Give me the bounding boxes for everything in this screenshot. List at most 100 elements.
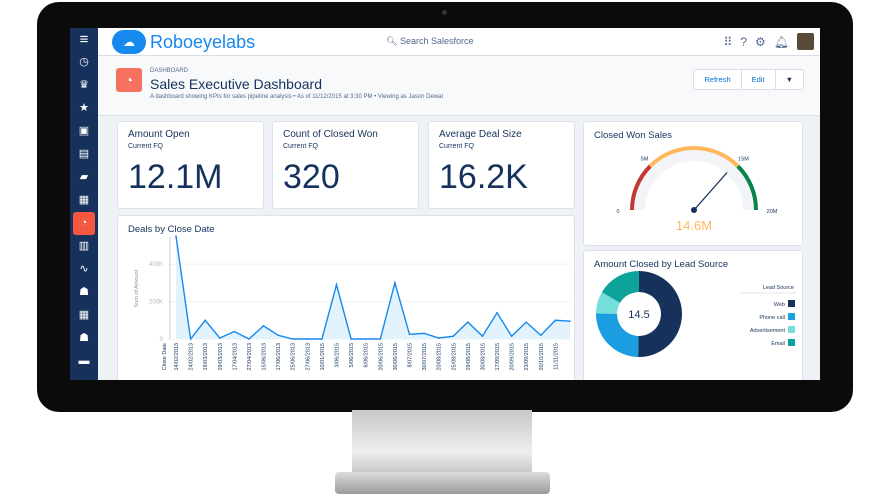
refresh-button[interactable]: Refresh	[694, 70, 742, 89]
deals-card[interactable]: Deals by Close Date 0 200K 400K Sum of Amou…	[117, 215, 575, 380]
gauge-value: 14.6M	[676, 218, 712, 233]
x-tick-label: 5/06/2015	[349, 343, 355, 367]
data-point	[350, 338, 352, 340]
data-point	[335, 283, 338, 286]
data-point	[233, 330, 236, 333]
clipboard-icon[interactable]: ▤	[78, 148, 90, 160]
y-tick-label: 200K	[149, 300, 163, 306]
gauge-tick-label: 5M	[641, 157, 649, 163]
clock-icon[interactable]: ◷	[79, 56, 89, 68]
calendar-grid-icon[interactable]: ▦	[78, 309, 90, 321]
data-point	[540, 334, 542, 337]
kpi-value: 16.2K	[439, 158, 528, 196]
monitor-stand	[352, 410, 532, 480]
data-point	[291, 338, 294, 340]
x-tick-label: 20/06/2015	[378, 343, 384, 371]
data-point	[569, 320, 571, 323]
inbox-icon[interactable]: ▣	[78, 125, 90, 137]
folder-icon[interactable]: ▰	[79, 171, 89, 183]
donut-slice	[596, 292, 621, 314]
x-tick-label: 25/06/2013	[291, 343, 297, 371]
kpi-subtitle: Current FQ	[283, 143, 319, 150]
avatar[interactable]	[797, 33, 814, 50]
kpi-subtitle: Current FQ	[128, 143, 164, 150]
kpi-subtitle: Current FQ	[439, 143, 475, 150]
x-tick-label: 8/07/2015	[407, 343, 413, 367]
chart-title: Closed Won Sales	[594, 130, 672, 141]
donut-slice	[596, 313, 639, 357]
legend-swatch	[788, 326, 795, 333]
calendar-icon[interactable]: ▦	[78, 194, 90, 206]
data-point	[423, 332, 425, 335]
page-kicker: DASHBOARD	[150, 68, 189, 74]
dashboard-icon: ◔	[116, 68, 142, 92]
legend-swatch	[788, 300, 795, 307]
data-point	[394, 282, 396, 284]
chart-title: Deals by Close Date	[128, 224, 215, 235]
donut-chart: Web Phone call Advertisement Email 14.5 Lead …	[596, 271, 796, 357]
monitor-base	[335, 472, 550, 494]
x-tick-label: 14/02/2013	[174, 343, 180, 371]
app-launcher-icon[interactable]: ⠿	[723, 34, 733, 49]
briefcase-icon[interactable]: ▬	[78, 355, 90, 367]
x-tick-label: 30/08/2015	[480, 343, 486, 371]
data-point	[452, 335, 455, 337]
y-tick-label: 400K	[149, 262, 163, 268]
x-axis-label: Close Date	[162, 343, 168, 370]
data-point	[262, 325, 265, 327]
chart-title: Amount Closed by Lead Source	[594, 259, 729, 270]
legend-label: Phone call	[759, 315, 785, 321]
area-fill	[176, 236, 570, 339]
x-tick-label: 24/02/2013	[189, 343, 195, 371]
gauge-card[interactable]: Closed Won Sales 0 5M 15M 20M 14.6M	[583, 121, 803, 246]
kpi-card-closed-won-count[interactable]: Count of Closed Won Current FQ 320	[272, 121, 419, 209]
data-point	[189, 338, 192, 340]
crown-icon[interactable]: ♛	[79, 79, 89, 91]
x-tick-label: 23/09/2015	[524, 343, 530, 371]
x-tick-label: 20/08/2015	[437, 343, 443, 371]
case-icon[interactable]: ▥	[78, 240, 90, 252]
menu-icon[interactable]: ≡	[79, 31, 89, 48]
data-point	[481, 335, 484, 337]
pulse-icon[interactable]: ∿	[79, 263, 89, 275]
page-subtitle: A dashboard showing KPIs for sales pipel…	[150, 94, 444, 100]
data-point	[175, 235, 177, 237]
bell-icon[interactable]: 🔔︎	[773, 34, 789, 49]
edit-button[interactable]: Edit	[742, 70, 776, 89]
legend-swatch	[788, 313, 795, 320]
gauge-hub	[691, 207, 697, 213]
data-point	[437, 337, 440, 339]
gear-icon[interactable]: ⚙	[755, 34, 766, 49]
x-tick-label: 20/10/2015	[539, 343, 545, 371]
kpi-card-amount-open[interactable]: Amount Open Current FQ 12.1M	[117, 121, 264, 209]
x-tick-label: 25/08/2015	[451, 343, 457, 371]
lead-source-card[interactable]: Amount Closed by Lead Source Web Phone ca…	[583, 250, 803, 380]
x-tick-label: 29/03/2013	[218, 343, 224, 371]
donut-slice	[638, 271, 683, 357]
kpi-title: Average Deal Size	[439, 129, 522, 140]
search-placeholder: Search Salesforce	[399, 36, 474, 46]
data-point	[248, 338, 250, 340]
x-tick-label: 29/08/2015	[466, 343, 472, 371]
x-tick-label: 17/09/2015	[495, 343, 501, 371]
data-point	[467, 321, 469, 323]
groups-icon[interactable]: ☗	[79, 332, 89, 344]
kpi-card-average-deal-size[interactable]: Average Deal Size Current FQ 16.2K	[428, 121, 575, 209]
star-icon[interactable]: ★	[79, 102, 89, 114]
search-input[interactable]: 🔍︎ Search Salesforce	[386, 36, 473, 47]
dashboard-icon[interactable]: ◔	[73, 212, 95, 235]
gauge-chart: 0 5M 15M 20M 14.6M	[616, 146, 778, 233]
gauge-band	[648, 146, 740, 168]
legend-label: Email	[771, 341, 785, 347]
data-point	[496, 311, 498, 314]
more-actions-button[interactable]: ▼	[776, 70, 803, 89]
data-point	[364, 338, 367, 340]
x-tick-label: 11/11/2015	[553, 343, 559, 370]
data-point	[306, 338, 309, 340]
legend-title: Lead Source	[763, 285, 794, 291]
brand-name: Roboeyelabs	[150, 32, 256, 52]
data-point	[379, 338, 382, 340]
camera	[442, 10, 447, 15]
people-icon[interactable]: ☗	[79, 286, 89, 298]
help-icon[interactable]: ?	[740, 34, 747, 49]
